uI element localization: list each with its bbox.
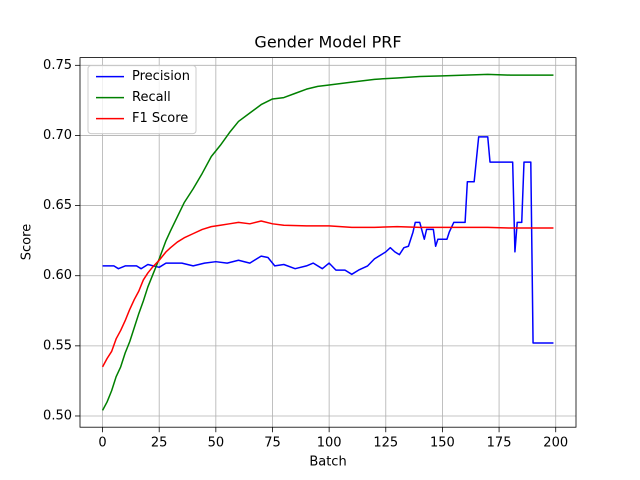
chart-title: Gender Model PRF	[254, 33, 401, 52]
axes-frame	[79, 57, 577, 428]
legend-label: Precision	[132, 69, 190, 84]
legend-label: Recall	[132, 90, 171, 105]
y-tick-label: 0.65	[43, 198, 72, 213]
x-tick-label: 175	[487, 436, 512, 451]
series-line	[101, 220, 554, 368]
x-tick-label: 200	[543, 436, 568, 451]
y-tick-label: 0.50	[43, 408, 72, 423]
series-line	[101, 73, 554, 411]
x-tick-label: 25	[151, 436, 168, 451]
x-tick-label: 75	[264, 436, 281, 451]
y-tick-label: 0.55	[43, 338, 72, 353]
x-tick-label: 100	[317, 436, 342, 451]
y-tick-label: 0.70	[43, 128, 72, 143]
legend-box	[87, 65, 197, 135]
x-tick-label: 50	[208, 436, 225, 451]
legend-label: F1 Score	[132, 111, 188, 126]
x-tick-label: 125	[373, 436, 398, 451]
y-tick-label: 0.75	[43, 58, 72, 73]
x-tick-label: 150	[430, 436, 455, 451]
x-axis-label: Batch	[309, 455, 346, 470]
y-axis-label: Score	[20, 224, 35, 260]
series-line	[102, 136, 554, 344]
y-tick-label: 0.60	[43, 268, 72, 283]
x-tick-label: 0	[98, 436, 106, 451]
